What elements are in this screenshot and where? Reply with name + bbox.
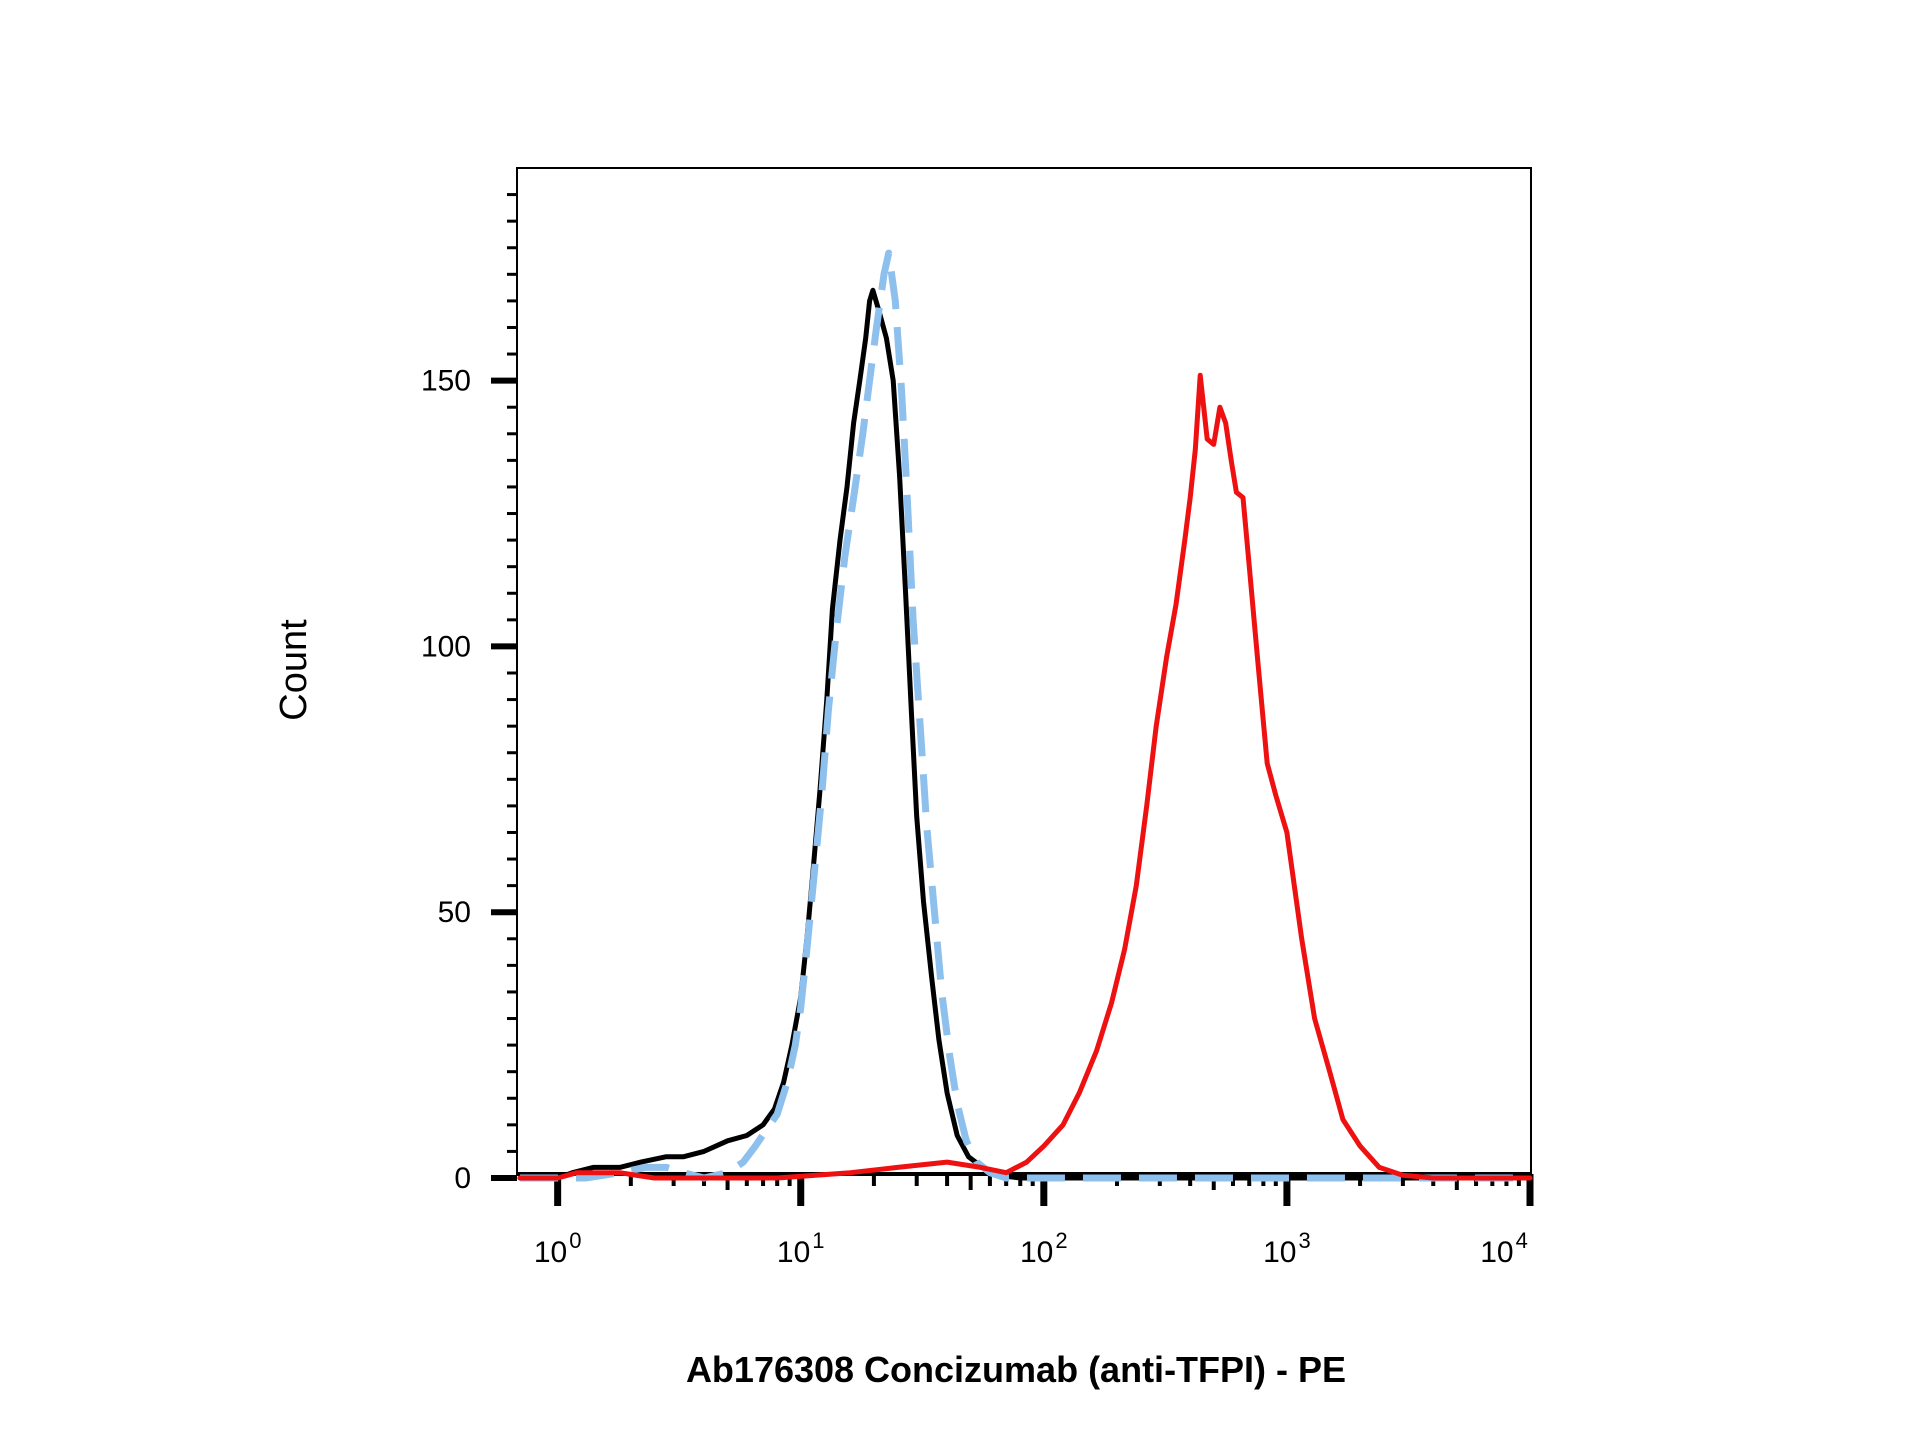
series-line-red-stained [517, 372, 1533, 1181]
y-tick-label: 150 [421, 365, 471, 398]
y-axis-label: Count [273, 619, 315, 721]
x-tick-label: 103 [1263, 1228, 1311, 1269]
y-tick-label: 100 [421, 630, 471, 663]
x-tick-label: 100 [534, 1228, 582, 1269]
x-tick-label: 101 [777, 1228, 825, 1269]
y-tick-label: 50 [438, 896, 471, 929]
x-tick-label: 102 [1020, 1228, 1068, 1269]
series-layer [517, 249, 1533, 1182]
y-axis: 0 50 100 150 [421, 193, 517, 1195]
x-tick-label: 104 [1480, 1228, 1528, 1269]
series-line-black-control [517, 287, 1533, 1181]
x-axis-label: Ab176308 Concizumab (anti-TFPI) - PE [686, 1349, 1346, 1390]
y-tick-label: 0 [454, 1162, 471, 1195]
